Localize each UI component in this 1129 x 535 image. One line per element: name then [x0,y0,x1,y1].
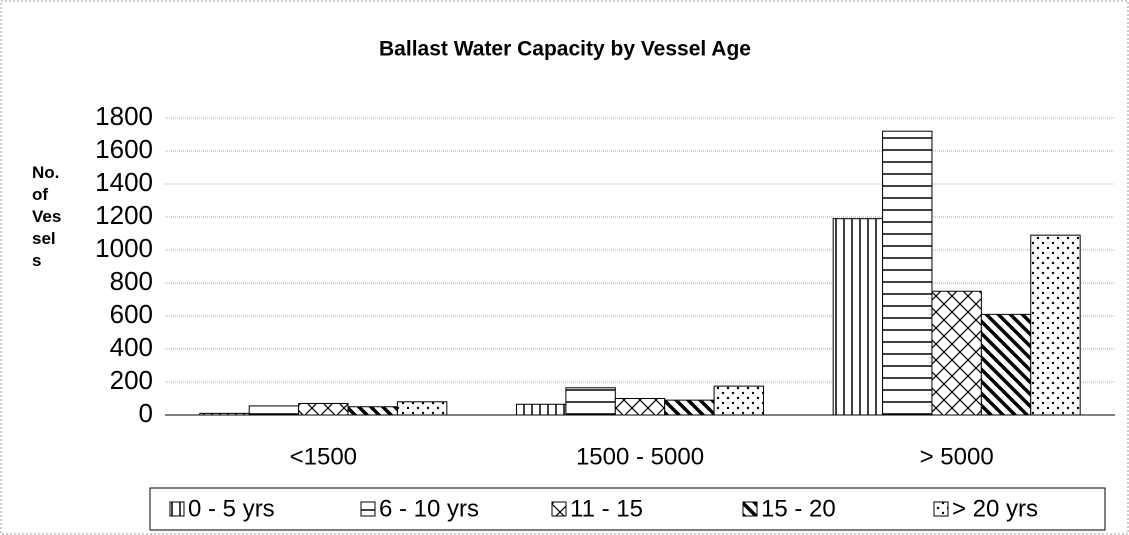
legend-label: > 20 yrs [952,495,1038,522]
x-tick-label: 1500 - 5000 [576,443,704,470]
bar [396,401,448,416]
y-axis-label: No. of Vessels [32,163,62,270]
bar [1030,234,1081,416]
legend-swatch [169,501,185,517]
legend-label: 11 - 15 [570,495,643,522]
y-tick-label: 400 [110,332,153,362]
bar [664,399,715,416]
bar [931,290,982,416]
legend-swatch [933,501,949,517]
legend-swatch [551,501,567,517]
y-tick-label: 0 [139,398,153,428]
legend-label: 6 - 10 yrs [379,495,479,522]
y-tick-label: 1000 [95,233,153,263]
x-tick-label: <1500 [290,443,357,470]
legend-swatch [742,501,758,517]
y-tick-label: 1600 [95,134,153,164]
bar [882,130,933,416]
bar [713,385,764,416]
bar [248,405,300,416]
bar [199,412,250,416]
bar [832,218,884,416]
legend-box [149,487,1106,531]
y-tick-label: 800 [110,266,153,296]
bar [347,406,398,416]
y-tick-label: 200 [110,365,153,395]
x-tick-label: > 5000 [920,443,994,470]
bar [298,402,349,416]
bar [516,403,567,416]
chart-title: Ballast Water Capacity by Vessel Age [379,38,751,61]
y-tick-label: 1800 [95,101,153,131]
y-tick-label: 600 [110,299,153,329]
bar [980,313,1032,416]
legend-swatch [360,501,376,517]
y-tick-label: 1400 [95,167,153,197]
legend-label: 15 - 20 [761,495,836,522]
y-tick-label: 1200 [95,200,153,230]
bar [565,387,616,416]
bar [614,398,666,416]
legend-label: 0 - 5 yrs [188,495,275,522]
